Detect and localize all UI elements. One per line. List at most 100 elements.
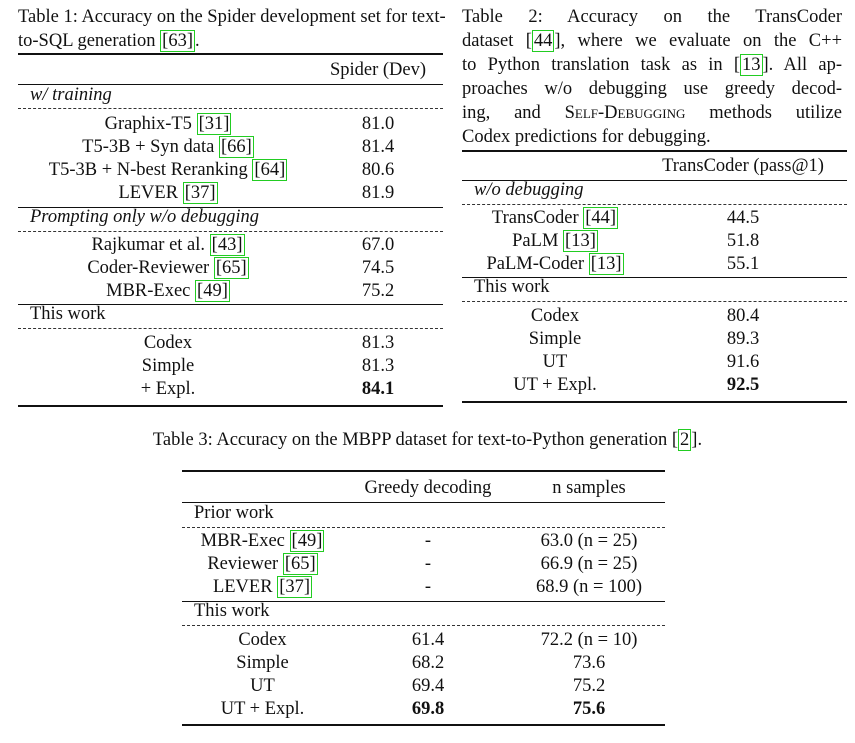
table2-top-rule bbox=[462, 150, 847, 152]
table2-row-value: 80.4 bbox=[726, 306, 760, 326]
table1-row-name: Codex bbox=[143, 333, 193, 353]
table3-header-rule bbox=[182, 502, 665, 503]
table3-row-name: UT bbox=[250, 676, 275, 696]
citation-link[interactable]: [13] bbox=[563, 230, 598, 252]
table1-section-heading: Prompting only w/o debugging bbox=[30, 207, 260, 227]
citation-link[interactable]: [49] bbox=[289, 530, 325, 552]
table1-row-name: Rajkumar et al. [43] bbox=[91, 234, 245, 256]
section-rule bbox=[18, 304, 443, 305]
citation-link[interactable]: [43] bbox=[209, 234, 245, 256]
table2-row-value: 51.8 bbox=[726, 231, 760, 251]
table1-row-name: Graphix-T5 [31] bbox=[104, 113, 232, 135]
table2-row-name: UT + Expl. bbox=[513, 375, 597, 395]
table2-section-heading: w/o debugging bbox=[474, 180, 584, 200]
table3-row-samples: 73.6 bbox=[572, 653, 606, 673]
section-rule bbox=[462, 277, 847, 278]
table1-row-name: LEVER [37] bbox=[118, 182, 218, 204]
table3-top-rule bbox=[182, 470, 665, 472]
table2-bottom-rule bbox=[462, 401, 847, 403]
table1-row-value: 81.3 bbox=[361, 333, 395, 353]
citation-link[interactable]: [63] bbox=[160, 30, 195, 52]
table1-top-rule bbox=[18, 53, 443, 55]
table1-row-name: T5-3B + N-best Reranking [64] bbox=[48, 159, 288, 181]
citation-link[interactable]: 13 bbox=[740, 54, 763, 76]
table2-row-name: PaLM-Coder [13] bbox=[486, 253, 624, 275]
section-rule bbox=[18, 207, 443, 208]
table3-row-name: Reviewer [65] bbox=[207, 553, 318, 575]
citation-link[interactable]: 2 bbox=[678, 429, 692, 451]
table1-row-value: 84.1 bbox=[361, 379, 395, 399]
table3-row-greedy: - bbox=[424, 554, 432, 574]
section-divider bbox=[18, 328, 443, 329]
table1-section-heading: This work bbox=[30, 304, 106, 324]
citation-link[interactable]: [49] bbox=[195, 280, 230, 302]
table3-row-greedy: 69.4 bbox=[411, 676, 445, 696]
section-divider bbox=[18, 108, 443, 109]
table1-row-name: T5-3B + Syn data [66] bbox=[82, 136, 254, 158]
table1-row-name: Simple bbox=[141, 356, 195, 376]
citation-link[interactable]: [13] bbox=[588, 253, 624, 275]
table2-caption: Table 2: Accuracy on the TransCoder data… bbox=[462, 7, 843, 147]
table2-row-name: Codex bbox=[530, 306, 580, 326]
table1-row-name: MBR-Exec [49] bbox=[106, 280, 230, 302]
section-divider bbox=[18, 231, 443, 232]
table1-column-header: Spider (Dev) bbox=[329, 60, 427, 80]
table2-row-name: TransCoder [44] bbox=[491, 207, 619, 229]
table3-row-samples: 68.9 (n = 100) bbox=[535, 577, 642, 597]
citation-link[interactable]: [65] bbox=[213, 257, 249, 279]
citation-link[interactable]: [65] bbox=[282, 553, 318, 575]
table3-row-greedy: - bbox=[424, 577, 432, 597]
table3-row-name: Codex bbox=[238, 630, 287, 650]
citation-link[interactable]: [64] bbox=[252, 159, 288, 181]
table2-section-heading: This work bbox=[474, 277, 550, 297]
section-divider bbox=[182, 527, 665, 528]
table3-row-name: LEVER [37] bbox=[212, 576, 313, 598]
table3-row-samples: 75.2 bbox=[572, 676, 606, 696]
citation-link[interactable]: [37] bbox=[277, 576, 313, 598]
table1-section-heading: w/ training bbox=[30, 85, 112, 105]
table3-row-greedy: 69.8 bbox=[411, 699, 445, 719]
table1-row-value: 81.0 bbox=[361, 114, 395, 134]
table2-column-header: TransCoder (pass@1) bbox=[662, 156, 824, 176]
section-divider bbox=[462, 204, 847, 205]
citation-link[interactable]: 44 bbox=[531, 30, 555, 52]
section-divider bbox=[182, 625, 665, 626]
table1-row-value: 81.9 bbox=[361, 183, 395, 203]
table3-row-samples: 66.9 (n = 25) bbox=[540, 554, 638, 574]
table2-row-value: 55.1 bbox=[726, 254, 760, 274]
table3-row-greedy: 61.4 bbox=[411, 630, 445, 650]
table3-column-header-samples: n samples bbox=[552, 478, 626, 498]
table2-header-rule bbox=[462, 180, 847, 181]
section-rule bbox=[182, 601, 665, 602]
table2-row-value: 91.6 bbox=[726, 352, 760, 372]
table1-row-value: 81.3 bbox=[361, 356, 395, 376]
table1-row-name: + Expl. bbox=[140, 379, 196, 399]
table3-column-header-greedy: Greedy decoding bbox=[364, 478, 492, 498]
table3-section-heading: Prior work bbox=[194, 503, 274, 523]
table1-row-value: 67.0 bbox=[361, 235, 395, 255]
table3-section-heading: This work bbox=[194, 601, 270, 621]
table3-row-greedy: 68.2 bbox=[411, 653, 445, 673]
table2-row-value: 89.3 bbox=[726, 329, 760, 349]
table2-row-name: UT bbox=[542, 352, 568, 372]
table1-row-value: 75.2 bbox=[361, 281, 395, 301]
citation-link[interactable]: [37] bbox=[182, 182, 218, 204]
table2-row-name: Simple bbox=[528, 329, 582, 349]
table2-row-value: 92.5 bbox=[726, 375, 760, 395]
table3-row-name: MBR-Exec [49] bbox=[200, 530, 325, 552]
table3-row-samples: 75.6 bbox=[572, 699, 606, 719]
table1-row-value: 81.4 bbox=[361, 137, 395, 157]
citation-link[interactable]: [44] bbox=[583, 207, 619, 229]
table1-row-value: 74.5 bbox=[361, 258, 395, 278]
table1-row-value: 80.6 bbox=[361, 160, 395, 180]
table3-row-samples: 72.2 (n = 10) bbox=[540, 630, 638, 650]
table3-bottom-rule bbox=[182, 724, 665, 726]
table3-row-greedy: - bbox=[424, 531, 432, 551]
table3-row-name: UT + Expl. bbox=[220, 699, 305, 719]
table1-header-rule bbox=[18, 84, 443, 85]
citation-link[interactable]: [66] bbox=[219, 136, 254, 158]
section-divider bbox=[462, 301, 847, 302]
table3-row-name: Simple bbox=[236, 653, 289, 673]
citation-link[interactable]: [31] bbox=[196, 113, 232, 135]
table1-bottom-rule bbox=[18, 405, 443, 407]
